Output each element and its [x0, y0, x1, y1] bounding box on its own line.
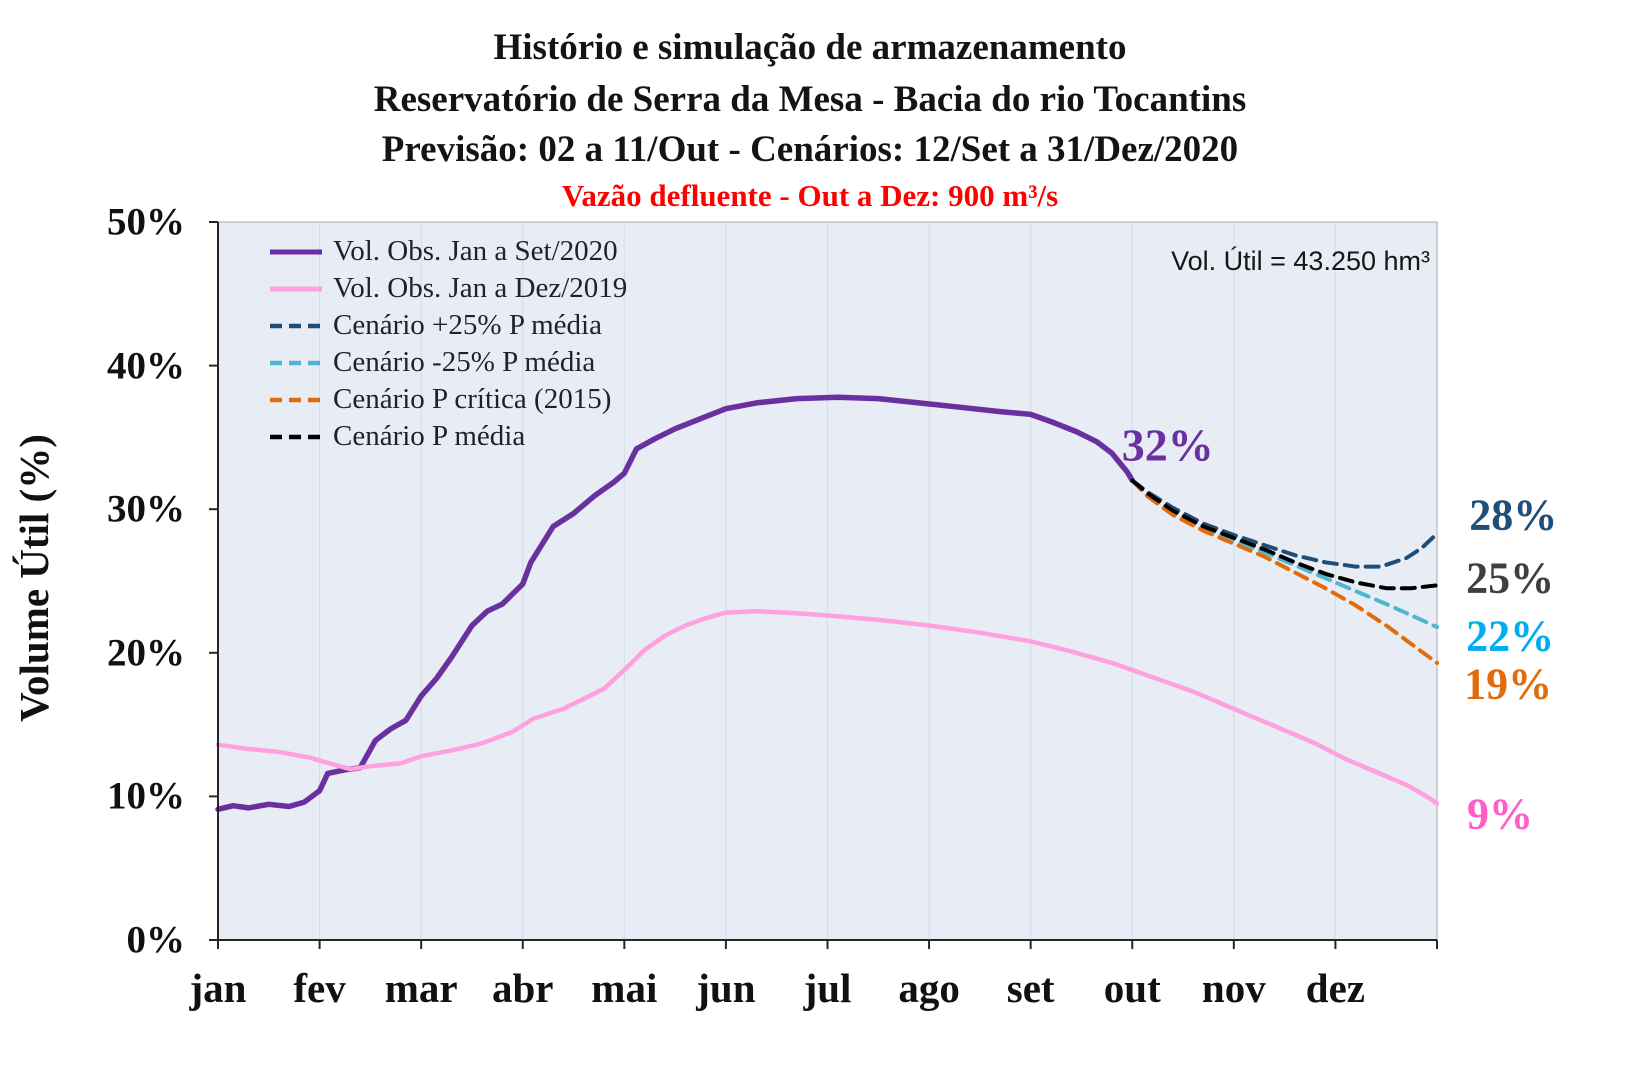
y-axis-tick-label: 20% — [107, 631, 185, 675]
x-axis-month-label: abr — [492, 965, 554, 1011]
x-axis-month-label: mai — [591, 965, 658, 1011]
y-axis-tick-label: 40% — [107, 344, 185, 388]
x-axis-month-label: ago — [898, 965, 960, 1011]
legend-line-dashed-icon — [270, 323, 322, 328]
series-line-cenario-mais-25 — [1130, 478, 1439, 569]
legend-label-cenario-p-critica: Cenário P crítica (2015) — [333, 383, 612, 415]
plot-area — [209, 221, 1440, 949]
legend-label-cenario-mais-25: Cenário +25% P média — [333, 309, 602, 341]
legend-item-cenario-menos-25: Cenário -25% P média — [268, 344, 627, 381]
series-line-obs-2020 — [215, 394, 1136, 813]
legend-item-cenario-p-media: Cenário P média — [268, 418, 627, 455]
chart-title-line-2: Reservatório de Serra da Mesa - Bacia do… — [373, 79, 1247, 120]
useful-volume-annotation: Vol. Útil = 43.250 hm³ — [1171, 246, 1430, 276]
legend-label-obs-2020: Vol. Obs. Jan a Set/2020 — [333, 235, 618, 267]
value-label-22%: 22% — [1466, 611, 1555, 661]
value-label-25%: 25% — [1466, 553, 1555, 603]
legend-item-obs-2019: Vol. Obs. Jan a Dez/2019 — [268, 270, 627, 307]
series-line-cenario-p-media — [1130, 478, 1439, 591]
y-axis-tick-label: 10% — [107, 774, 185, 818]
y-axis-tick-label: 0% — [126, 918, 186, 962]
x-axis-month-label: fev — [293, 965, 346, 1011]
series-line-obs-2019 — [215, 608, 1440, 806]
x-axis-month-label: set — [1006, 965, 1055, 1011]
x-axis-month-label: mar — [384, 965, 458, 1011]
legend-item-cenario-p-critica: Cenário P crítica (2015) — [268, 381, 627, 418]
legend-label-obs-2019: Vol. Obs. Jan a Dez/2019 — [333, 272, 628, 304]
y-axis-tick-label: 30% — [107, 487, 185, 531]
legend-item-obs-2020: Vol. Obs. Jan a Set/2020 — [268, 233, 627, 270]
chart-subtitle-outflow: Vazão defluente - Out a Dez: 900 m³/s — [561, 178, 1059, 213]
value-label-32%: 32% — [1121, 419, 1214, 471]
y-axis-title: Volume Útil (%) — [11, 434, 57, 722]
legend-line-solid-icon — [270, 286, 322, 291]
value-label-28%: 28% — [1469, 490, 1558, 540]
x-axis-month-label: nov — [1201, 965, 1266, 1011]
legend-line-dashed-icon — [270, 360, 322, 365]
value-label-9%: 9% — [1466, 789, 1533, 839]
x-axis-month-label: jan — [189, 965, 247, 1011]
legend-label-cenario-p-media: Cenário P média — [333, 420, 526, 452]
legend-item-cenario-mais-25: Cenário +25% P média — [268, 307, 627, 344]
x-axis-month-label: jun — [696, 965, 756, 1011]
x-axis-month-label: out — [1103, 965, 1161, 1011]
value-label-19%: 19% — [1464, 659, 1553, 709]
chart-legend: Vol. Obs. Jan a Set/2020 Vol. Obs. Jan a… — [268, 233, 627, 455]
legend-line-dashed-icon — [270, 397, 322, 402]
chart-title-line-1: Histório e simulação de armazenamento — [493, 27, 1127, 68]
y-axis-tick-label: 50% — [107, 200, 185, 244]
x-axis-month-label: dez — [1305, 965, 1366, 1011]
legend-line-dashed-icon — [270, 434, 322, 439]
legend-label-cenario-menos-25: Cenário -25% P média — [333, 346, 596, 378]
legend-line-solid-icon — [270, 249, 322, 254]
x-axis-month-label: jul — [803, 965, 852, 1011]
chart-title-line-3: Previsão: 02 a 11/Out - Cenários: 12/Set… — [381, 129, 1239, 170]
series-line-cenario-p-critica — [1130, 478, 1439, 665]
